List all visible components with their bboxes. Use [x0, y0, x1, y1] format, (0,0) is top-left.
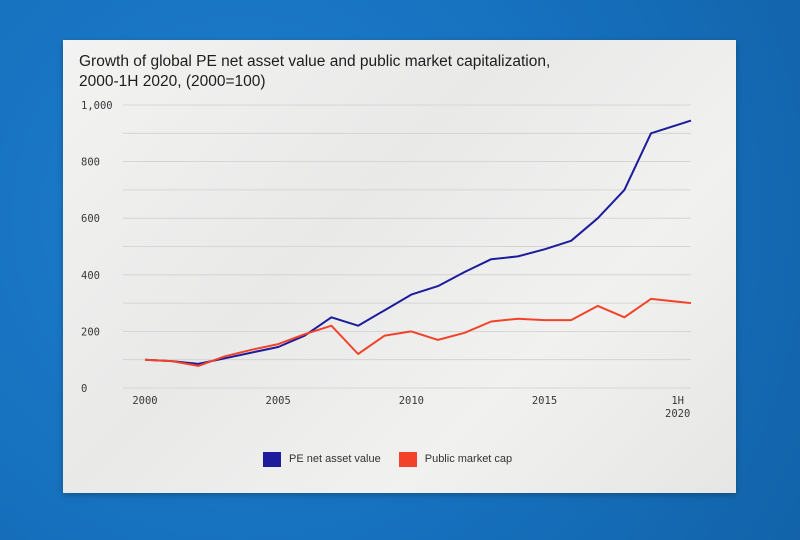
series-line-pe [144, 119, 692, 365]
x-tick-label: 2005 [266, 395, 291, 407]
x-tick-label-line2: 2020 [665, 408, 690, 420]
x-tick-label: 2015 [532, 395, 557, 407]
y-tick-label: 200 [81, 326, 100, 338]
legend-item-pe: PE net asset value [263, 451, 381, 467]
y-tick-label: 600 [81, 213, 100, 225]
legend-swatch-pe [263, 451, 281, 467]
chart-legend: PE net asset value Public market cap [263, 450, 512, 468]
y-tick-label: 1,000 [81, 100, 113, 112]
y-tick-label: 0 [81, 383, 87, 395]
chart-card: Growth of global PE net asset value and … [63, 40, 736, 493]
x-tick-label: 2000 [132, 395, 157, 407]
y-tick-label: 800 [81, 157, 100, 169]
legend-label-public: Public market cap [424, 453, 513, 465]
y-tick-label: 400 [81, 270, 100, 282]
series-line-public [144, 297, 692, 367]
legend-swatch-public [398, 451, 417, 467]
x-tick-label: 2010 [399, 395, 424, 407]
legend-label-pe: PE net asset value [289, 453, 381, 465]
x-tick-label: 1H [671, 395, 684, 407]
legend-item-public: Public market cap [398, 451, 513, 467]
chart-title: Growth of global PE net asset value and … [79, 53, 551, 90]
